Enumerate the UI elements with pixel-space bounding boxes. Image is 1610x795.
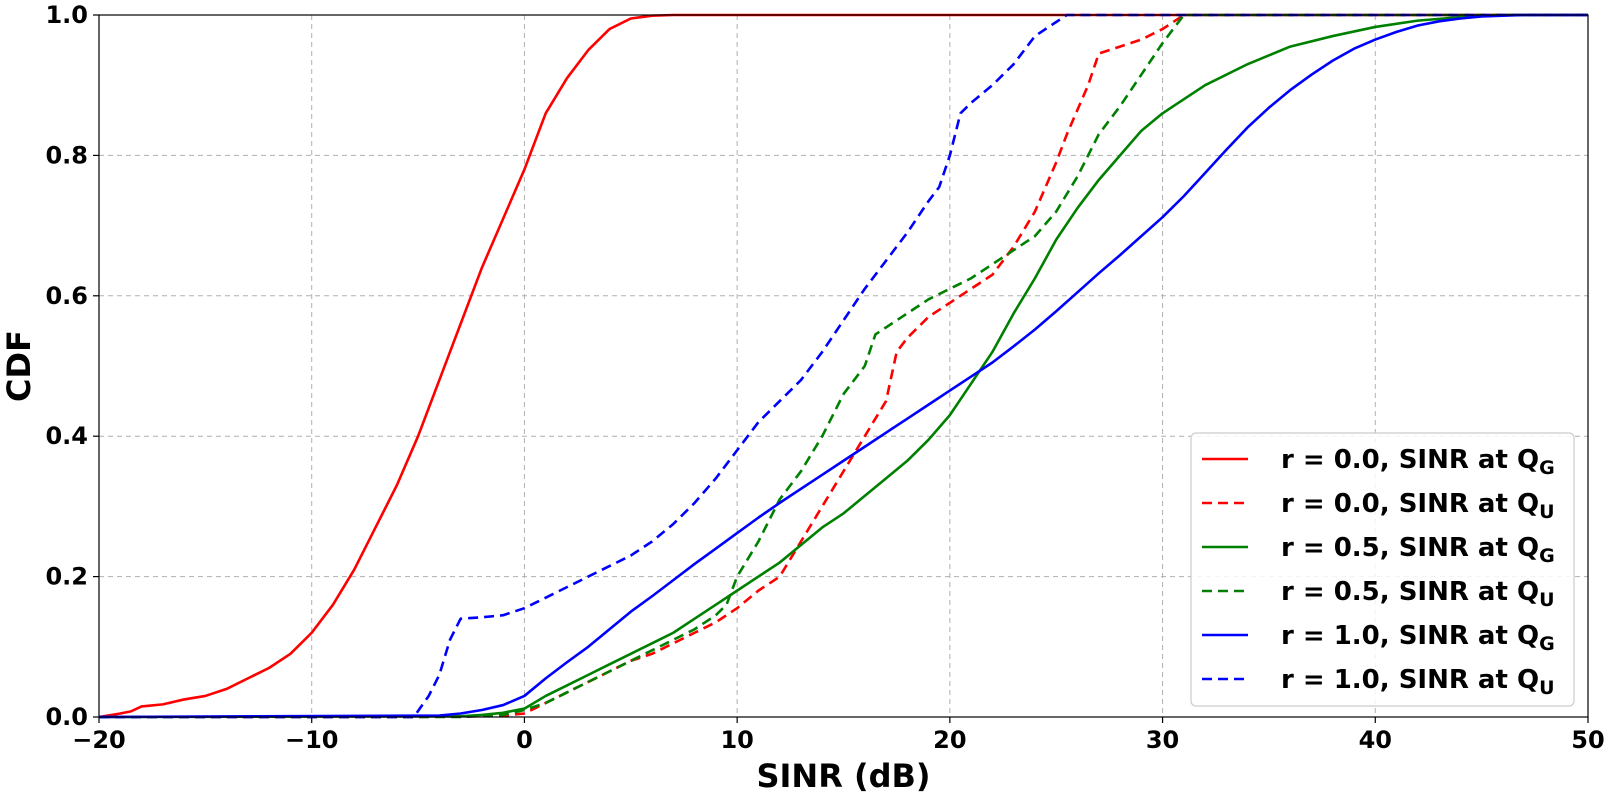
legend-entry: r = 1.0, SINR at QG — [1281, 621, 1555, 655]
series-line-4 — [99, 13, 1588, 719]
y-tick-labels: 0.0 0.2 0.4 0.6 0.8 1.0 — [45, 1, 99, 731]
series-line-6 — [99, 13, 1588, 719]
y-tick-label: 0.8 — [45, 141, 88, 169]
legend: r = 0.0, SINR at QG r = 0.0, SINR at QU r … — [1190, 432, 1575, 707]
series-line-1 — [98, 13, 1588, 719]
legend-box — [1190, 432, 1575, 707]
legend-entry: r = 0.5, SINR at QG — [1281, 533, 1555, 567]
x-tick-label: 50 — [1571, 726, 1604, 754]
y-tick-label: 0.0 — [45, 703, 88, 731]
y-tick-label: 0.2 — [45, 563, 88, 591]
x-tick-label: 30 — [1146, 726, 1179, 754]
y-axis-label: CDF — [0, 330, 38, 402]
legend-entry: r = 0.5, SINR at QU — [1281, 577, 1555, 611]
x-axis-label: SINR (dB) — [756, 757, 930, 795]
legend-entry: r = 0.0, SINR at QG — [1281, 445, 1555, 479]
series-lines — [98, 13, 1588, 719]
y-tick-label: 0.4 — [45, 422, 88, 450]
x-tick-label: 20 — [933, 726, 966, 754]
y-tick-label: 0.6 — [45, 282, 88, 310]
series-line-3 — [98, 13, 1588, 719]
legend-entry: r = 0.0, SINR at QU — [1281, 489, 1555, 523]
x-tick-label: 40 — [1359, 726, 1392, 754]
plot-frame — [98, 14, 1589, 718]
y-tick-label: 1.0 — [45, 1, 88, 29]
x-tick-label: 0 — [516, 726, 533, 754]
x-tick-labels: −20 −10 0 10 20 30 40 50 — [72, 717, 1605, 754]
grid — [99, 15, 1588, 717]
x-tick-label: −20 — [72, 726, 126, 754]
series-line-5 — [98, 13, 1588, 719]
x-tick-label: −10 — [285, 726, 339, 754]
x-tick-label: 10 — [720, 726, 753, 754]
legend-entry: r = 1.0, SINR at QU — [1281, 665, 1555, 699]
